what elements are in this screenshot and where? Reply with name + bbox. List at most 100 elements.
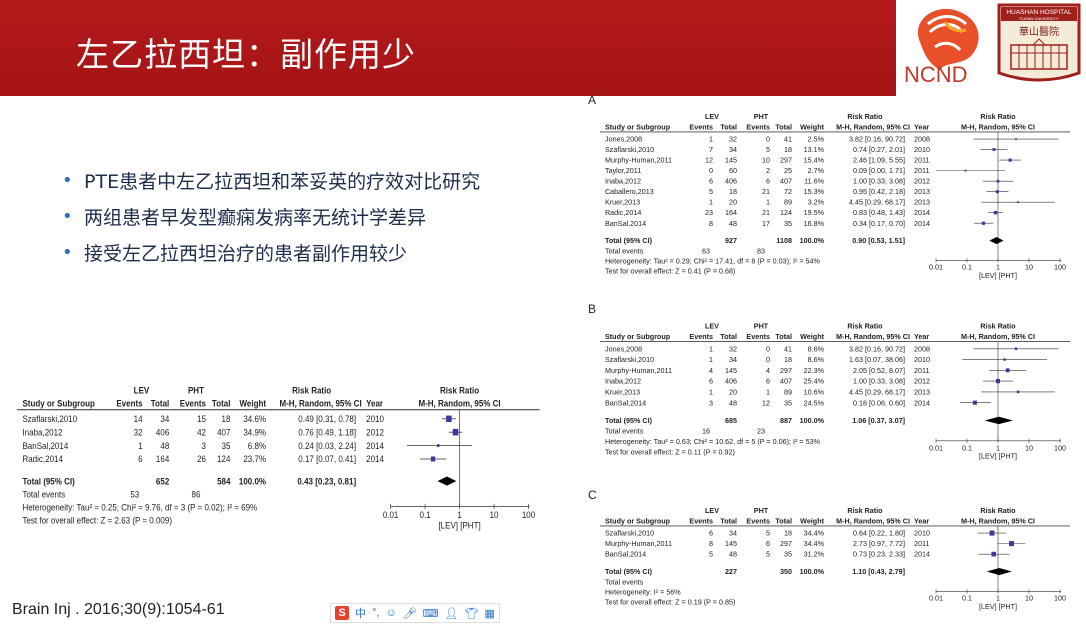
study-weight: 16.8% <box>804 219 825 228</box>
study-weight: 19.5% <box>804 208 825 217</box>
keyboard-icon[interactable]: ⌨ <box>422 607 439 620</box>
lev-total: 34 <box>729 145 737 154</box>
risk-ratio-ci: 0.95 [0.42, 2.18] <box>853 187 905 196</box>
citation: Brain Inj . 2016;30(9):1054-61 <box>12 601 225 618</box>
bullet-text: 两组患者早发型癫痫发病率无统计学差异 <box>84 206 427 229</box>
study-marker <box>989 530 995 536</box>
pht-total: 35 <box>784 398 792 407</box>
pht-events: 5 <box>766 529 770 538</box>
rr-method-header: M-H, Random, 95% CI <box>836 122 910 131</box>
lev-total: 48 <box>729 550 737 559</box>
axis-tick-label: 100 <box>522 510 535 521</box>
lev-total-sum: 227 <box>725 567 737 576</box>
risk-ratio-ci: 4.45 [0.29, 68.17] <box>849 387 905 396</box>
study-name: Szaflarski,2010 <box>22 413 77 424</box>
favours-label: [LEV] [PHT] <box>979 271 1017 280</box>
user-icon[interactable]: 👤︎ <box>444 607 459 620</box>
study-marker <box>1009 541 1014 547</box>
huashan-hospital-logo: HUASHAN HOSPITAL FUDAN UNIVERSITY 華山醫院 <box>997 3 1081 82</box>
study-name: Kruer,2013 <box>605 387 640 396</box>
risk-ratio-ci: 1.00 [0.33, 3.08] <box>853 377 905 386</box>
study-weight: 25.4% <box>804 377 825 386</box>
study-marker <box>1017 201 1020 204</box>
pht-total: 18 <box>222 413 231 424</box>
total-label: Total (95% CI) <box>22 476 74 487</box>
pht-total: 297 <box>780 539 792 548</box>
total-risk-ratio: 1.10 [0.43, 2.79] <box>852 567 905 576</box>
favours-label: [LEV] [PHT] <box>438 520 480 531</box>
pht-total: 72 <box>784 187 792 196</box>
study-weight: 34.4% <box>804 529 825 538</box>
risk-ratio-header: Risk Ratio <box>847 112 883 121</box>
ime-mode-toggle[interactable]: 中 <box>355 608 366 620</box>
rr-method-header: M-H, Random, 95% CI <box>279 398 361 409</box>
total-weight: 100.0% <box>800 416 825 425</box>
study-marker <box>981 221 986 225</box>
pht-total: 89 <box>784 387 792 396</box>
lev-total-header: Total <box>720 122 737 131</box>
study-name: BanSal,2014 <box>605 550 646 559</box>
study-marker <box>1015 138 1017 140</box>
lev-events: 12 <box>705 156 713 165</box>
bullet-item: • PTE患者中左乙拉西坦和苯妥英的疗效对比研究 <box>62 162 480 198</box>
lev-total: 32 <box>729 135 737 144</box>
pooled-diamond <box>437 476 457 486</box>
risk-ratio-header: Risk Ratio <box>847 506 883 515</box>
ime-punct-toggle[interactable]: °, <box>372 607 380 619</box>
study-marker <box>1008 158 1012 162</box>
study-marker <box>1014 347 1018 351</box>
pht-events-header: Events <box>746 332 770 341</box>
emoji-icon[interactable]: ☺ <box>385 607 397 619</box>
lev-total: 48 <box>729 219 737 228</box>
study-year: 2010 <box>914 145 930 154</box>
risk-ratio-ci: 0.17 [0.07, 0.41] <box>298 454 356 465</box>
study-year: 2011 <box>914 166 929 175</box>
pht-total: 41 <box>784 135 792 144</box>
total-weight: 100.0% <box>239 476 266 487</box>
pht-events: 1 <box>766 387 770 396</box>
overall-effect-test: Test for overall effect: Z = 0.41 (P = 0… <box>605 267 735 276</box>
rr-method-header: M-H, Random, 95% CI <box>836 332 910 341</box>
skin-icon[interactable]: 👕︎ <box>464 607 479 620</box>
axis-tick-label: 1 <box>996 594 1000 603</box>
ime-logo[interactable]: S <box>335 606 349 620</box>
study-name: Inaba,2012 <box>605 177 641 186</box>
study-col-header: Study or Subgroup <box>605 332 671 341</box>
study-col-header: Study or Subgroup <box>605 122 671 131</box>
weight-header: Weight <box>800 516 824 525</box>
study-year: 2014 <box>914 550 930 559</box>
study-name: Radic,2014 <box>605 208 641 217</box>
axis-tick-label: 10 <box>1025 443 1033 452</box>
grid-icon[interactable]: ▦ <box>484 607 495 620</box>
forest-plot-b: LEV PHT Risk Ratio Risk Ratio Study or Subgr… <box>600 321 1070 461</box>
pht-header: PHT <box>188 385 205 396</box>
pht-total: 407 <box>217 427 230 438</box>
study-year: 2014 <box>366 440 384 451</box>
study-marker <box>972 400 977 405</box>
study-year: 2010 <box>914 529 930 538</box>
pht-events: 0 <box>766 355 770 364</box>
study-weight: 34.6% <box>243 413 266 424</box>
pht-total-header: Total <box>775 516 792 525</box>
pht-total: 41 <box>784 344 792 353</box>
ime-toolbar[interactable]: S 中 °, ☺ 🎤︎ ⌨ 👤︎ 👕︎ ▦ <box>330 603 500 623</box>
bullet-icon: • <box>62 241 73 263</box>
pht-total-events: 86 <box>192 489 201 500</box>
pht-header: PHT <box>754 506 769 515</box>
study-marker <box>995 190 999 194</box>
pht-total-events: 83 <box>757 246 765 255</box>
study-year: 2014 <box>914 219 930 228</box>
pht-total-header: Total <box>775 122 792 131</box>
pht-events: 21 <box>762 187 770 196</box>
study-name: BanSal,2014 <box>605 398 646 407</box>
plot-method-header: M-H, Random, 95% CI <box>961 332 1035 341</box>
forest-plot-main: LEV PHT Risk Ratio Risk Ratio Study or Subgr… <box>16 385 540 531</box>
study-name: Murphy-Human,2011 <box>605 539 672 548</box>
lev-events: 6 <box>138 454 143 465</box>
lev-events: 6 <box>709 529 713 538</box>
pht-events: 15 <box>197 413 206 424</box>
lev-total: 32 <box>729 344 737 353</box>
mic-icon[interactable]: 🎤︎ <box>402 607 417 620</box>
plot-method-header: M-H, Random, 95% CI <box>961 516 1035 525</box>
pht-events: 21 <box>762 208 770 217</box>
